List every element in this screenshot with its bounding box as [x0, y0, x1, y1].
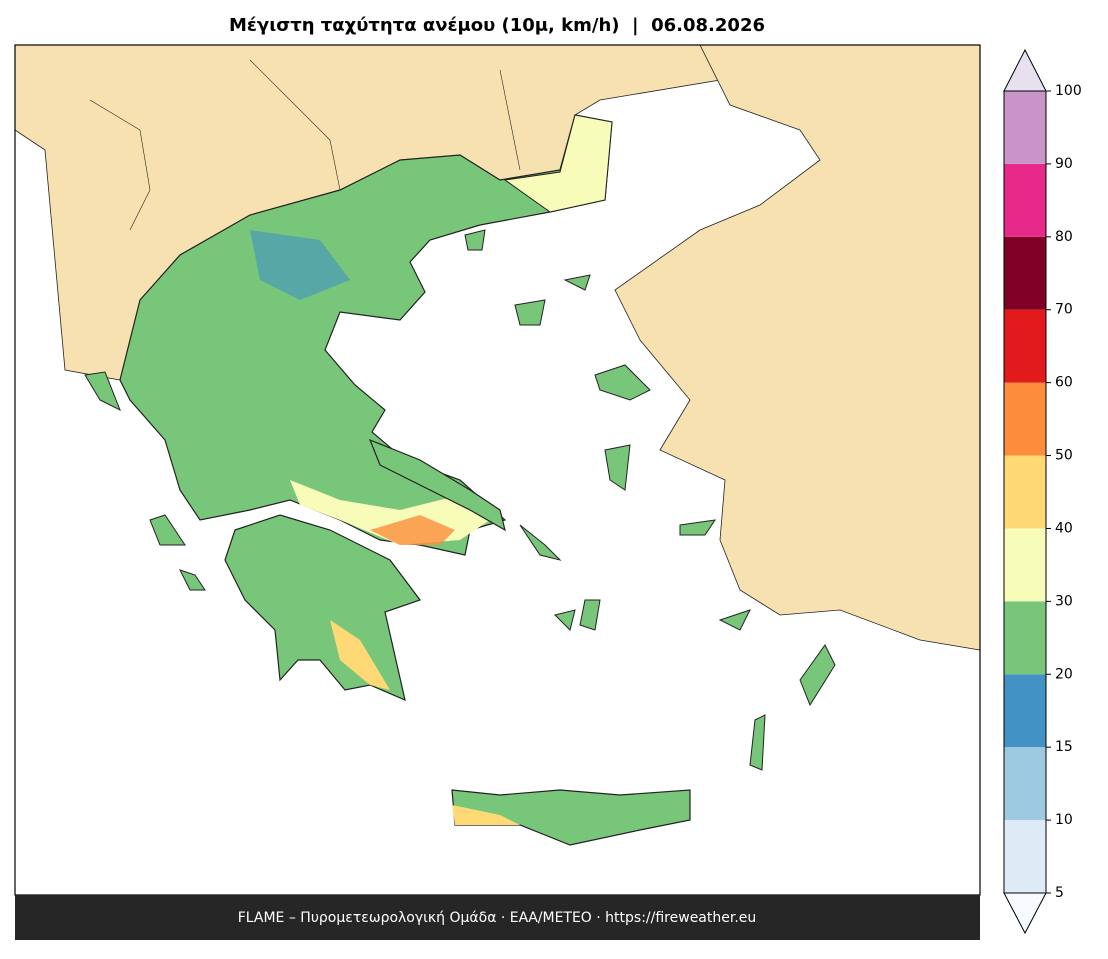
colorbar-segment [1004, 528, 1046, 602]
colorbar-segment [1004, 236, 1046, 310]
colorbar-segment [1004, 455, 1046, 529]
wind-zone [330, 620, 390, 690]
turkey-land [614, 44, 981, 651]
wind-zone [370, 515, 455, 545]
colorbar-segment [1004, 601, 1046, 675]
peloponnese [224, 514, 421, 702]
map [14, 44, 981, 896]
colorbar-segment [1004, 382, 1046, 456]
colorbar-segment [1004, 674, 1046, 748]
colorbar-outline [1003, 90, 1047, 894]
colorbar-under [1003, 892, 1047, 935]
wind-zone [452, 805, 520, 825]
footer-text: FLAME – Πυρομετεωρολογική Ομάδα · ΕΑΑ/ME… [238, 910, 757, 926]
colorbar-segment [1004, 163, 1046, 237]
colorbar: 5 10 15 20 30 40 50 60 70 80 90 100 [1003, 48, 1082, 935]
colorbar-over [1003, 48, 1047, 92]
colorbar-segment [1004, 820, 1046, 893]
islands [84, 229, 836, 771]
colorbar-tick-label: 60 [1055, 375, 1073, 391]
colorbar-tick-label: 30 [1055, 593, 1073, 609]
colorbar-tick-label: 80 [1055, 229, 1073, 245]
colorbar-tick-label: 10 [1055, 812, 1073, 828]
colorbar-segment [1004, 747, 1046, 821]
wind-zone [250, 230, 350, 300]
colorbar-tick-label: 20 [1055, 666, 1073, 682]
colorbar-segment [1004, 91, 1046, 164]
evia [368, 438, 506, 532]
map-title: Μέγιστη ταχύτητα ανέμου (10μ, km/h) | 06… [229, 15, 765, 36]
greece-mainland [119, 114, 613, 556]
colorbar-tick-label: 50 [1055, 448, 1073, 464]
colorbar-tick-label: 15 [1055, 739, 1073, 755]
colorbar-tick-label: 90 [1055, 156, 1073, 172]
colorbar-tick-label: 70 [1055, 302, 1073, 318]
colorbar-tick-label: 40 [1055, 520, 1073, 536]
colorbar-tick-label: 5 [1055, 885, 1064, 901]
colorbar-segment [1004, 309, 1046, 383]
thrace [503, 114, 613, 213]
footer-bar [15, 895, 980, 940]
colorbar-tick-label: 100 [1055, 83, 1082, 99]
borders [89, 59, 521, 231]
